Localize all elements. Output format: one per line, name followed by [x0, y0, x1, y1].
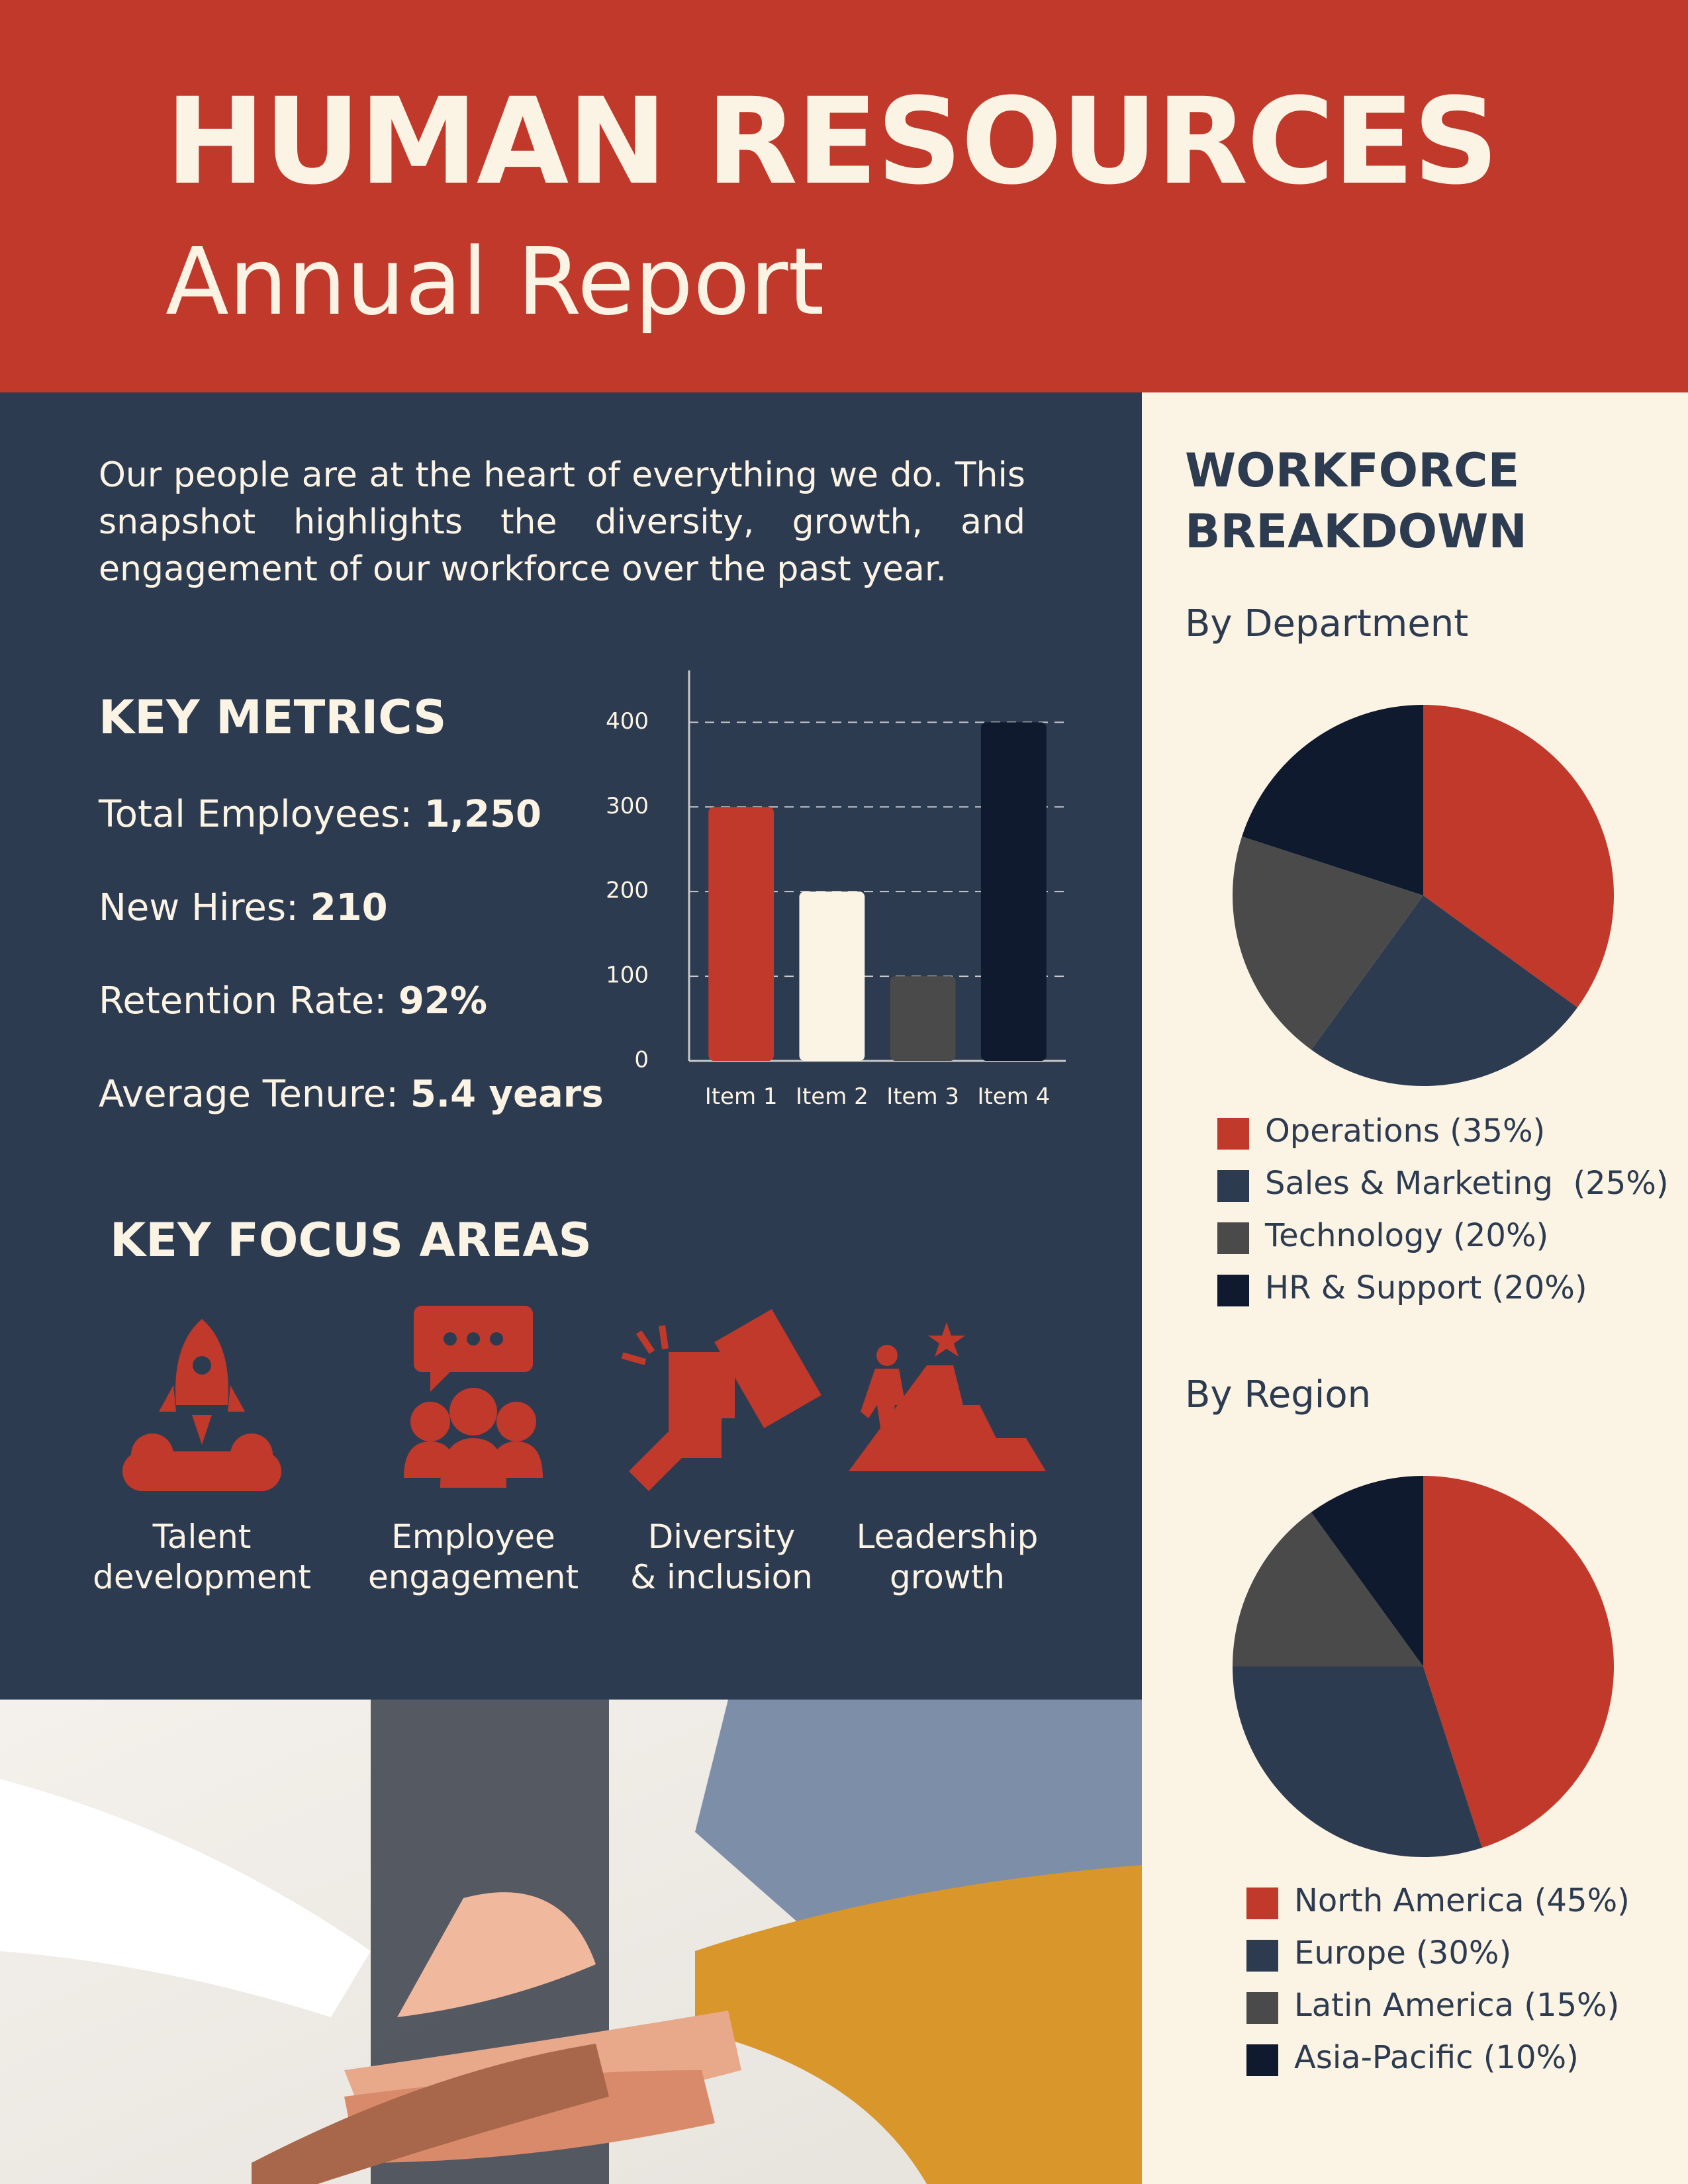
- metric-value: 1,250: [424, 793, 541, 836]
- pie-title: By Department: [1185, 602, 1469, 645]
- focus-label: Diversity: [647, 1518, 796, 1556]
- focus-label: Leadership: [856, 1518, 1039, 1556]
- pie-chart: [1233, 705, 1614, 1086]
- legend-label: Asia-Pacific (10%): [1294, 2039, 1579, 2076]
- legend-label: Latin America (15%): [1294, 1987, 1620, 2024]
- bar-chart: 0 100 200 300 400 Item 1 Item 2 Item 3 Item 4: [606, 670, 1066, 1110]
- y-tick-label: 0: [634, 1047, 649, 1073]
- pie-chart: [1233, 1476, 1614, 1857]
- focus-label: & inclusion: [630, 1558, 813, 1596]
- subtitle: Annual Report: [165, 228, 825, 336]
- pie-slice: [1423, 705, 1614, 1008]
- bar: [799, 891, 865, 1061]
- focus-label: development: [93, 1558, 311, 1596]
- icon-mountain: [849, 1322, 1046, 1471]
- metric: Total Employees: 1,250: [99, 793, 541, 836]
- pie-slice: [1242, 705, 1423, 895]
- bar: [980, 722, 1047, 1061]
- legend-swatch: [1217, 1275, 1249, 1306]
- pie-slice: [1311, 1476, 1423, 1666]
- header: HUMAN RESOURCES Annual Report: [0, 0, 1688, 392]
- legend-swatch: [1217, 1170, 1249, 1202]
- pie-slice: [1233, 1666, 1482, 1857]
- bar: [708, 807, 774, 1061]
- legend-label: Operations (35%): [1265, 1113, 1546, 1150]
- icon-puzzle: [621, 1309, 821, 1491]
- y-tick-label: 100: [606, 962, 649, 989]
- metric-value: 92%: [398, 979, 487, 1023]
- pie-slice: [1233, 837, 1423, 1050]
- legend-swatch: [1246, 1992, 1278, 2024]
- sidebar-title: WORKFORCE BREAKDOWN: [1185, 443, 1527, 559]
- x-tick-label: Item 4: [977, 1083, 1050, 1110]
- icon-rocket: [122, 1319, 281, 1491]
- metric-label: Average Tenure:: [99, 1073, 399, 1116]
- photo: [0, 1700, 1142, 2184]
- metric-label: Retention Rate:: [99, 979, 387, 1023]
- pie-slice: [1423, 1476, 1614, 1848]
- metric: Retention Rate: 92%: [99, 979, 487, 1023]
- y-tick-label: 300: [606, 793, 649, 819]
- y-tick-label: 400: [606, 708, 649, 735]
- intro: Our people are at the heart of everythin…: [99, 455, 1025, 589]
- title: HUMAN RESOURCES: [165, 73, 1499, 211]
- metric-value: 5.4 years: [410, 1073, 604, 1116]
- legend-label: North America (45%): [1294, 1882, 1630, 1919]
- focus-label: Employee: [391, 1518, 555, 1556]
- bar: [890, 976, 956, 1061]
- focus-label: Talent: [152, 1518, 252, 1556]
- metric-label: New Hires:: [99, 886, 299, 929]
- legend-label: HR & Support (20%): [1265, 1269, 1587, 1306]
- legend-swatch: [1246, 1940, 1278, 1972]
- pie-slice: [1233, 1512, 1423, 1666]
- icon-team: [404, 1306, 543, 1488]
- metric-value: 210: [310, 886, 388, 929]
- legend-label: Sales & Marketing (25%): [1265, 1165, 1669, 1202]
- left-panel: Our people are at the heart of everythin…: [0, 392, 1142, 1700]
- legend-swatch: [1217, 1222, 1249, 1254]
- focus-title: KEY FOCUS AREAS: [110, 1213, 592, 1267]
- metric: New Hires: 210: [99, 886, 388, 929]
- legend-swatch: [1246, 1888, 1278, 1919]
- metric: Average Tenure: 5.4 years: [99, 1073, 604, 1116]
- pie-slice: [1311, 895, 1577, 1086]
- legend-label: Europe (30%): [1294, 1934, 1512, 1972]
- pie-title: By Region: [1185, 1373, 1372, 1416]
- legend-swatch: [1217, 1118, 1249, 1150]
- x-tick-label: Item 1: [705, 1083, 778, 1110]
- legend-swatch: [1246, 2044, 1278, 2076]
- focus-label: engagement: [367, 1558, 579, 1596]
- legend-label: Technology (20%): [1265, 1217, 1549, 1254]
- y-tick-label: 200: [606, 878, 649, 904]
- metric-label: Total Employees:: [99, 793, 412, 836]
- metrics-title: KEY METRICS: [99, 690, 447, 745]
- x-tick-label: Item 3: [886, 1083, 959, 1110]
- x-tick-label: Item 2: [796, 1083, 868, 1110]
- focus-label: growth: [890, 1558, 1005, 1596]
- focus-icons: [122, 1306, 1046, 1491]
